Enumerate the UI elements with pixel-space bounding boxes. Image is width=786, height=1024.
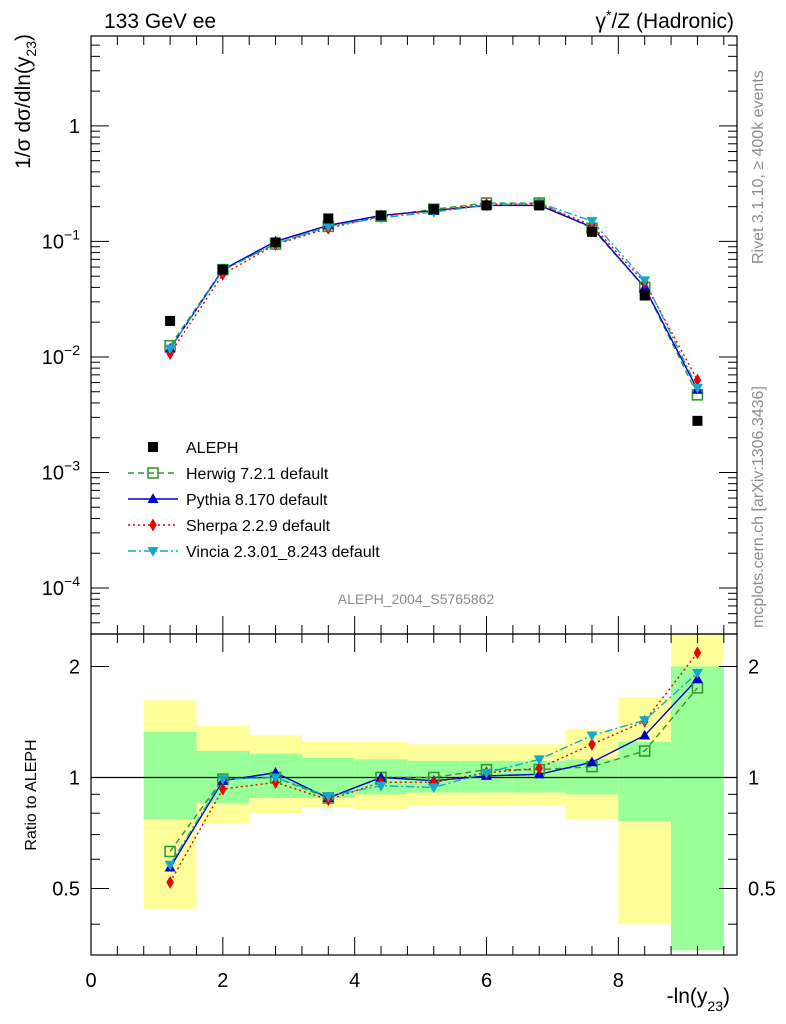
- ratio-series-point: [533, 755, 545, 766]
- data-point: [165, 315, 176, 326]
- ratio-series-point: [693, 646, 702, 660]
- main-series-point: [322, 222, 334, 233]
- ratio-series-point: [638, 745, 651, 757]
- ratio-series-point: [217, 775, 229, 785]
- main-y-tick-label: 10−4: [42, 573, 80, 600]
- main-series-line: [169, 204, 699, 391]
- header-left: 133 GeV ee: [104, 10, 216, 33]
- main-series-point: [586, 217, 598, 227]
- legend-marker-data: [148, 442, 158, 452]
- ratio-series-point: [219, 782, 227, 796]
- legend-label: Herwig 7.2.1 default: [186, 466, 329, 483]
- ratio-series-point: [164, 860, 176, 871]
- ratio-series-point: [428, 783, 440, 794]
- data-point: [639, 290, 650, 301]
- ratio-y-tick-label-right: 0.5: [748, 878, 776, 900]
- legend-marker: [147, 467, 159, 479]
- ratio-series-point: [588, 737, 596, 751]
- legend-marker: [147, 547, 159, 557]
- legend-label: Sherpa 2.2.9 default: [186, 518, 331, 535]
- data-point: [323, 213, 334, 224]
- x-tick-label: 0: [85, 970, 96, 992]
- ratio-series-point: [535, 761, 543, 775]
- main-y-tick-label: 1: [69, 116, 80, 138]
- main-series-point: [691, 383, 703, 394]
- data-point: [534, 200, 545, 211]
- ratio-series-point: [270, 773, 282, 784]
- rivet-label: Rivet 3.1.10, ≥ 400k events: [750, 70, 767, 264]
- main-y-axis-label: 1/σ dσ/dln(y23): [12, 34, 39, 169]
- main-series-line: [169, 202, 699, 389]
- ratio-series: [91, 646, 737, 889]
- ratio-series-point: [639, 716, 651, 726]
- main-series-line: [169, 203, 699, 381]
- header-right: γ*/Z (Hadronic): [596, 7, 734, 33]
- ratio-band-inner: [671, 666, 724, 951]
- ratio-series-point: [691, 669, 703, 679]
- legend-label: Pythia 8.170 default: [186, 492, 328, 509]
- ratio-series-point: [322, 792, 334, 802]
- ratio-y-axis-label: Ratio to ALEPH: [23, 739, 40, 850]
- ratio-band-inner: [618, 741, 672, 822]
- ratio-series-point: [481, 768, 493, 779]
- ratio-y-tick-label-left: 2: [69, 656, 80, 678]
- data-point: [217, 264, 228, 275]
- ratio-series-point: [639, 729, 651, 740]
- ratio-y-tick-label-left: 1: [69, 767, 80, 789]
- legend-label-data: ALEPH: [186, 440, 238, 457]
- main-y-tick-label: 10−3: [42, 457, 80, 484]
- ratio-y-tick-label-left: 0.5: [52, 878, 80, 900]
- axis-ticks: 0 2 4 6 8 1 10−1 10−2 10−3 10−4 0.5 0.5 1 1 2 2: [42, 35, 776, 992]
- main-series-point: [693, 373, 702, 387]
- x-axis-label: -ln(y23): [667, 985, 730, 1014]
- ratio-series-point: [586, 731, 598, 742]
- legend: ALEPH Herwig 7.2.1 default Pythia 8.170 de…: [128, 440, 380, 561]
- main-series-point: [639, 276, 651, 287]
- legend-label: Vincia 2.3.01_8.243 default: [186, 544, 380, 561]
- ratio-series-point: [375, 781, 387, 792]
- ratio-series-point: [166, 875, 174, 889]
- ratio-series-point: [164, 845, 176, 858]
- data-point: [376, 210, 387, 221]
- data-point: [586, 226, 597, 237]
- data-point: [270, 237, 281, 248]
- ratio-band-inner: [143, 731, 197, 820]
- legend-marker: [147, 493, 159, 503]
- main-y-tick-label: 10−2: [42, 342, 80, 369]
- x-tick-label: 4: [349, 970, 360, 992]
- ratio-bands: [143, 634, 724, 951]
- ratio-y-tick-label-right: 1: [748, 767, 759, 789]
- data-point: [692, 415, 703, 426]
- main-series: [164, 197, 704, 426]
- analysis-label: ALEPH_2004_S5765862: [338, 591, 495, 607]
- main-y-tick-label: 10−1: [42, 226, 80, 253]
- main-series-line: [169, 202, 699, 396]
- mcplots-label: mcplots.cern.ch [arXiv:1306.3436]: [750, 386, 767, 628]
- ratio-y-tick-label-right: 2: [748, 656, 759, 678]
- legend-marker: [149, 518, 157, 532]
- data-point: [481, 200, 492, 211]
- x-tick-label: 2: [217, 970, 228, 992]
- main-series-point: [164, 344, 176, 355]
- x-tick-label: 8: [613, 970, 624, 992]
- ratio-series-point: [586, 756, 598, 767]
- x-tick-label: 6: [481, 970, 492, 992]
- data-point: [428, 204, 439, 215]
